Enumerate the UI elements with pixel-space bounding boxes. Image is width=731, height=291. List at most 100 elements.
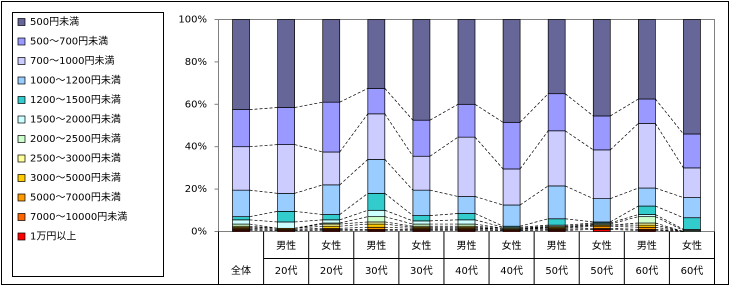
bar-segment [547,19,566,95]
legend-swatch [17,115,26,124]
x-tick-label: 全体 [231,264,251,277]
x-tick-label: 女性 [682,239,702,252]
bar-segment [638,205,656,215]
x-tick-label: 50代 [590,265,613,277]
legend-box [12,12,164,277]
bar-segment [457,19,476,105]
y-tick-label: 80% [185,57,207,68]
series-line [339,88,368,103]
bar-segment [457,136,476,197]
bar-segment [232,189,250,218]
bar-segment [277,19,295,108]
legend-swatch [17,135,26,143]
legend-swatch [17,18,26,26]
bar-segment [322,19,341,103]
bar-segment [457,103,476,138]
bar-segment [683,217,701,230]
legend-swatch [17,57,26,65]
bar-segment [367,113,386,160]
x-tick-label: 50代 [545,265,568,277]
bar-segment [322,214,341,221]
bar-segment [367,209,386,218]
legend-label: 3000～5000円未満 [30,172,121,184]
bar-segment [502,168,521,206]
x-tick-label: 男性 [637,239,657,252]
bar-segment [592,198,611,223]
series-line [429,136,459,157]
legend-label: 500～700円未満 [30,36,108,48]
series-line [655,216,684,231]
legend-label: 500円未満 [30,16,79,28]
series-line [519,130,549,170]
bar-segment [638,187,656,207]
bar-segment [322,151,341,186]
legend-label: 7000～10000円未満 [30,211,127,223]
bar-segment [322,184,341,215]
legend-label: 700～1000円未満 [30,55,115,67]
x-tick-label: 男性 [276,239,296,252]
bar-segment [502,121,521,170]
y-tick-label: 0% [191,227,207,238]
series-line [655,214,684,230]
y-tick-label: 60% [185,99,207,110]
bar-segment [412,189,431,216]
legend-label: 2000～2500円未満 [30,133,121,145]
series-line [384,159,414,191]
legend-swatch [17,174,26,182]
x-tick-label: 20代 [275,265,298,277]
bar-segment [638,98,656,124]
legend-swatch [17,76,26,85]
x-tick-label: 男性 [366,239,386,252]
bar-segment [638,216,656,224]
series-line [610,187,639,199]
series-line [655,205,684,219]
series-line [564,130,594,151]
bar-segment [322,101,341,153]
y-tick-label: 100% [178,15,207,26]
legend-label: 1000～1200円未満 [30,75,121,87]
series-line [610,123,639,151]
bar-segment [547,130,566,187]
series-line [610,98,639,117]
bar-segment [367,216,386,223]
legend-label: 1200～1500円未満 [30,94,121,106]
bar-segment [367,192,386,211]
bar-segment [367,88,386,115]
legend-swatch [17,232,26,241]
bar-segment [502,204,521,227]
series-line [339,113,369,153]
y-tick-label: 40% [185,142,207,153]
bar-segment [277,192,295,212]
x-tick-label: 男性 [547,239,567,252]
bar-segment [412,119,431,157]
bar-segment [547,185,566,220]
bar-segment [232,19,250,110]
x-tick-label: 30代 [365,265,388,277]
bar-segment [592,19,611,117]
x-tick-label: 女性 [321,239,341,252]
bar-segment [638,19,656,100]
bar-segment [277,211,295,223]
bar-segment [683,197,701,219]
series-line [519,185,549,206]
series-line [474,104,504,123]
bar-segment [457,196,476,214]
bar-segment [412,19,431,121]
series-line [384,88,414,121]
bar-segment [592,115,611,151]
bar-segment [232,109,250,148]
x-tick-label: 男性 [457,239,477,252]
legend-label: 1500～2000円未満 [30,114,121,126]
bar-segment [367,223,386,228]
bar-segment [232,219,250,225]
bar-segment [232,146,250,191]
bar-segment [277,144,295,194]
series-line [474,136,504,170]
bar-segment [457,213,476,221]
series-line [339,159,369,186]
legend-label: 2500～3000円未満 [30,153,121,165]
legend-swatch [17,193,26,202]
bar-segment [412,155,431,191]
x-tick-label: 20代 [320,265,343,277]
